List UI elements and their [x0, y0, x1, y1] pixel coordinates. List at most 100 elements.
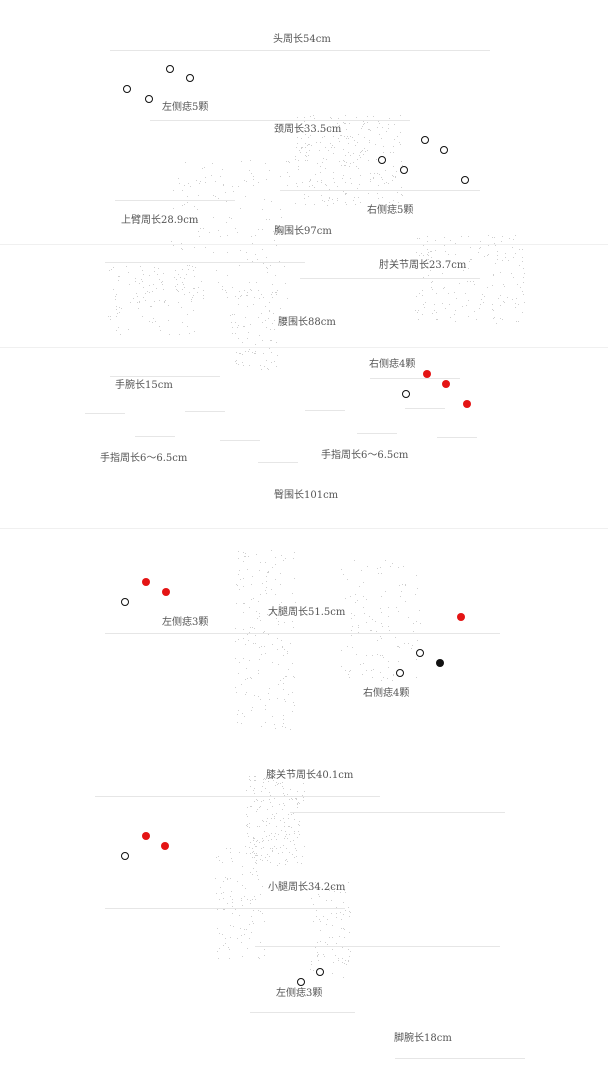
silhouette-speckle: [178, 334, 180, 336]
silhouette-speckle: [308, 186, 310, 188]
silhouette-speckle: [251, 852, 253, 854]
silhouette-speckle: [271, 838, 273, 840]
silhouette-speckle: [247, 337, 249, 339]
silhouette-speckle: [308, 195, 310, 197]
silhouette-speckle: [523, 302, 525, 304]
silhouette-speckle: [344, 123, 346, 125]
silhouette-speckle: [333, 135, 334, 137]
silhouette-speckle: [242, 551, 244, 553]
silhouette-speckle: [128, 328, 130, 330]
silhouette-speckle: [247, 306, 248, 308]
silhouette-speckle: [397, 192, 398, 194]
silhouette-speckle: [375, 630, 377, 632]
silhouette-speckle: [338, 140, 340, 142]
silhouette-speckle: [296, 185, 298, 187]
silhouette-speckle: [179, 276, 181, 278]
silhouette-speckle: [287, 160, 289, 162]
silhouette-speckle: [299, 802, 301, 804]
silhouette-speckle: [302, 800, 304, 802]
silhouette-speckle: [272, 230, 274, 232]
silhouette-speckle: [251, 848, 253, 850]
mole-marker-open: [440, 146, 448, 154]
silhouette-speckle: [493, 236, 495, 238]
silhouette-speckle: [212, 216, 214, 218]
silhouette-speckle: [260, 910, 262, 912]
silhouette-speckle: [296, 837, 298, 839]
silhouette-speckle: [427, 253, 428, 255]
silhouette-speckle: [491, 308, 493, 310]
silhouette-speckle: [260, 800, 262, 802]
silhouette-speckle: [345, 115, 347, 117]
silhouette-speckle: [275, 833, 276, 834]
silhouette-speckle: [193, 288, 195, 290]
silhouette-speckle: [269, 792, 271, 793]
silhouette-speckle: [433, 309, 435, 311]
silhouette-speckle: [351, 618, 352, 620]
silhouette-speckle: [363, 582, 365, 584]
silhouette-speckle: [344, 890, 346, 892]
silhouette-speckle: [267, 272, 268, 274]
silhouette-speckle: [495, 262, 497, 264]
silhouette-speckle: [312, 903, 314, 905]
silhouette-speckle: [293, 704, 295, 706]
silhouette-speckle: [419, 623, 421, 625]
silhouette-speckle: [288, 813, 289, 815]
silhouette-speckle: [267, 853, 269, 855]
silhouette-speckle: [246, 813, 248, 815]
silhouette-speckle: [360, 570, 362, 572]
silhouette-speckle: [283, 655, 285, 657]
silhouette-speckle: [298, 831, 300, 833]
silhouette-speckle: [265, 561, 267, 563]
silhouette-speckle: [348, 915, 350, 917]
silhouette-speckle: [157, 267, 159, 269]
silhouette-speckle: [363, 662, 365, 664]
waist-circumference-label: 腰围长88cm: [278, 317, 336, 328]
silhouette-speckle: [517, 303, 519, 305]
silhouette-speckle: [305, 159, 307, 161]
silhouette-speckle: [268, 692, 270, 694]
silhouette-speckle: [331, 913, 332, 915]
silhouette-speckle: [244, 888, 246, 890]
silhouette-speckle: [415, 296, 417, 298]
silhouette-speckle: [251, 873, 253, 875]
mole-marker-open: [121, 598, 129, 606]
silhouette-speckle: [258, 842, 260, 843]
silhouette-speckle: [240, 579, 242, 581]
silhouette-speckle: [280, 554, 282, 556]
chest-circumference-label: 胸围长97cm: [274, 226, 332, 237]
silhouette-speckle: [182, 289, 184, 290]
silhouette-speckle: [291, 813, 293, 815]
silhouette-speckle: [261, 838, 263, 840]
silhouette-speckle: [308, 155, 310, 156]
silhouette-speckle: [231, 905, 233, 907]
silhouette-speckle: [311, 960, 313, 962]
silhouette-speckle: [500, 305, 502, 306]
silhouette-speckle: [260, 594, 262, 595]
silhouette-speckle: [426, 249, 428, 251]
silhouette-speckle: [279, 846, 281, 848]
silhouette-speckle: [345, 129, 347, 131]
silhouette-speckle: [246, 667, 248, 669]
silhouette-speckle: [272, 849, 274, 851]
silhouette-speckle: [284, 727, 286, 729]
silhouette-speckle: [180, 248, 182, 249]
silhouette-speckle: [455, 253, 457, 255]
silhouette-speckle: [243, 628, 245, 630]
silhouette-speckle: [359, 201, 361, 203]
silhouette-speckle: [282, 725, 283, 727]
silhouette-speckle: [397, 645, 399, 647]
silhouette-speckle: [265, 256, 267, 258]
silhouette-speckle: [204, 246, 206, 248]
silhouette-speckle: [251, 806, 253, 808]
silhouette-speckle: [354, 196, 356, 198]
silhouette-speckle: [175, 289, 177, 291]
silhouette-speckle: [232, 925, 234, 927]
silhouette-speckle: [287, 652, 289, 654]
silhouette-speckle: [366, 150, 368, 152]
silhouette-speckle: [221, 933, 223, 935]
silhouette-speckle: [473, 281, 474, 283]
silhouette-speckle: [318, 888, 320, 890]
silhouette-speckle: [241, 353, 243, 355]
silhouette-speckle: [256, 875, 258, 877]
silhouette-speckle: [217, 958, 219, 960]
